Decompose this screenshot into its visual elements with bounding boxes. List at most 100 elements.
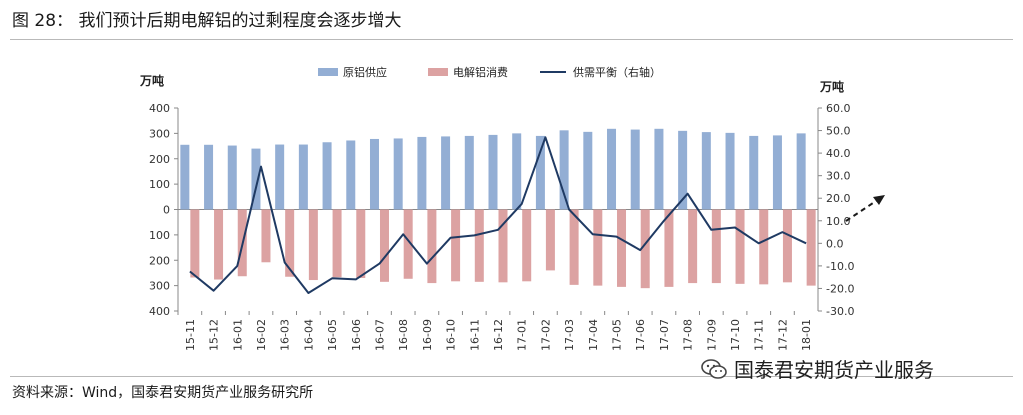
left-tick-label: 0 [163,204,170,217]
consumption-bar [617,209,627,287]
x-tick-label: 16-09 [421,319,434,351]
legend-swatch [318,68,338,76]
chart: 原铝供应 电解铝消费 供需平衡（右轴） 万吨 万吨 400 300 200 100 0 100… [139,65,885,351]
right-tick-label: -10.0 [826,260,854,273]
watermark-text: 国泰君安期货产业服务 [734,358,934,382]
supply-bar [204,144,214,210]
supply-bar [464,135,474,210]
watermark: 国泰君安期货产业服务 [700,354,934,383]
x-tick-label: 16-03 [279,319,292,351]
consumption-bar [735,209,745,284]
supply-bar [346,140,356,210]
consumption-bar [522,209,532,282]
trend-arrow-annotation [845,195,885,222]
supply-bar [678,130,688,210]
legend-label: 原铝供应 [343,65,387,79]
supply-bar [227,145,237,210]
supply-bar [772,135,782,210]
x-tick-label: 17-01 [516,319,529,351]
right-tick-label: 50.0 [826,125,851,138]
right-tick-label: -30.0 [826,305,854,318]
consumption-bar [379,209,389,282]
x-tick-label: 17-09 [705,319,718,351]
consumption-bar [451,209,461,282]
consumption-bar [664,209,674,287]
right-tick-label: 0.0 [826,237,844,250]
consumption-bar [759,209,769,285]
figure-title: 图 28： 我们预计后期电解铝的过剩程度会逐步增大 [12,11,402,31]
consumption-bar [214,209,224,280]
supply-bar [441,136,451,210]
supply-bar [512,133,522,210]
legend-label: 电解铝消费 [453,65,508,79]
consumption-bar [474,209,484,282]
left-tick-label: 100 [149,229,170,242]
consumption-bar [427,209,437,284]
source-note: 资料来源：Wind，国泰君安期货产业服务研究所 [12,385,314,401]
x-tick-label: 16-12 [492,319,505,351]
supply-bar [322,142,332,210]
left-tick-label: 400 [149,305,170,318]
left-axis-unit: 万吨 [139,73,164,88]
left-tick-label: 400 [149,102,170,115]
supply-bar [630,129,640,210]
consumption-bar [640,209,650,289]
consumption-bar [332,209,342,278]
x-tick-label: 16-07 [373,319,386,351]
x-tick-label: 16-11 [468,319,481,351]
x-tick-label: 17-08 [682,319,695,351]
supply-bar [535,135,545,210]
consumption-bar [498,209,508,283]
right-tick-label: 20.0 [826,192,851,205]
left-tick-label: 300 [149,280,170,293]
supply-bar [796,133,806,210]
x-tick-label: 16-01 [231,319,244,351]
supply-bar [275,144,285,210]
x-tick-label: 17-10 [729,319,742,351]
consumption-bar [711,209,721,284]
consumption-bar [356,209,366,279]
x-tick-label: 16-05 [326,319,339,351]
right-tick-label: -20.0 [826,282,854,295]
left-tick-label: 200 [149,153,170,166]
supply-bar [701,132,711,210]
x-tick-label: 16-04 [302,319,315,351]
supply-bar [559,130,569,210]
consumption-bar [688,209,698,284]
supply-bar [417,136,427,210]
chart-legend: 原铝供应 电解铝消费 供需平衡（右轴） [318,65,661,79]
left-tick-label: 100 [149,178,170,191]
left-tick-label: 200 [149,254,170,267]
supply-bar [725,132,735,210]
consumption-bar [806,209,816,286]
x-tick-label: 17-04 [587,319,600,351]
supply-bar [654,128,664,210]
x-tick-label: 17-02 [539,319,552,351]
supply-bar [251,148,261,210]
consumption-bar [545,209,555,271]
right-axis-unit: 万吨 [819,79,844,94]
balance-series-line [189,136,807,294]
x-tick-label: 17-05 [611,319,624,351]
axes: 400 300 200 100 0 100 200 300 400 60.0 50.0 40.0 30.… [149,102,854,318]
top-divider [10,39,1013,40]
supply-bar [180,144,190,210]
right-tick-label: 40.0 [826,147,851,160]
x-tick-label: 15-12 [208,319,221,351]
supply-bar [393,138,403,210]
x-tick-label: 18-01 [800,319,813,351]
supply-bar [298,144,308,210]
x-tick-label: 16-10 [445,319,458,351]
x-tick-label: 17-03 [563,319,576,351]
legend-swatch [428,68,448,76]
consumption-bar [285,209,295,277]
x-tick-label: 15-11 [184,319,197,351]
wechat-logo-icon [701,358,727,379]
x-tick-label: 16-08 [397,319,410,351]
balance-line [189,136,807,294]
supply-bar [583,131,593,210]
consumption-bar [261,209,271,263]
supply-bar [607,128,617,210]
consumption-bar [593,209,603,286]
consumption-bar [782,209,792,283]
